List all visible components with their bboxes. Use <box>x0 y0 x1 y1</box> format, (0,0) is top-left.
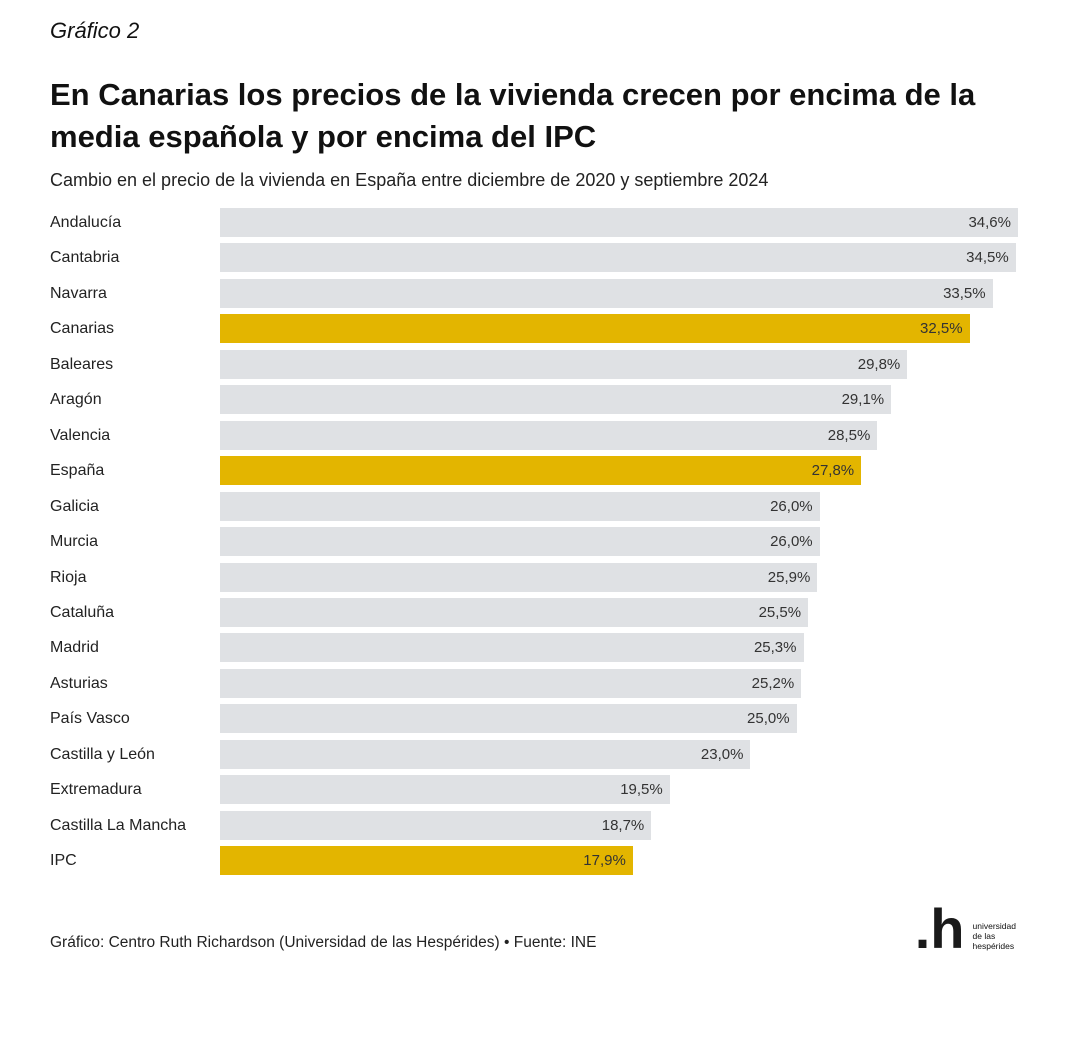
category-label: Andalucía <box>50 214 122 231</box>
bar <box>220 633 804 663</box>
logo-line: de las <box>972 931 996 942</box>
category-label: Castilla y León <box>50 745 155 763</box>
chart-source: Gráfico: Centro Ruth Richardson (Univers… <box>50 934 597 952</box>
bar <box>220 704 797 734</box>
value-label: 25,2% <box>751 674 795 692</box>
bar <box>220 385 892 415</box>
bar <box>220 527 820 557</box>
bar <box>220 278 993 308</box>
bar-highlighted <box>220 314 970 344</box>
bar <box>220 208 1018 237</box>
category-label: IPC <box>50 852 77 870</box>
bar-highlighted <box>220 456 862 486</box>
bar <box>220 668 802 698</box>
value-label: 25,5% <box>758 603 802 621</box>
value-label: 23,0% <box>700 745 744 763</box>
logo-text: universidad de las hespérides <box>973 921 1016 953</box>
chart-title: En Canarias los precios de la vivienda c… <box>50 77 976 154</box>
value-label: 29,8% <box>857 355 901 373</box>
value-label: 29,1% <box>841 391 885 409</box>
chart-subtitle: Cambio en el precio de la vivienda en Es… <box>50 170 769 190</box>
category-label: País Vasco <box>50 710 130 728</box>
category-label: Cataluña <box>50 603 115 621</box>
value-label: 25,9% <box>767 568 811 586</box>
logo-line: hespérides <box>972 941 1015 952</box>
value-label: 27,8% <box>811 462 855 480</box>
bar <box>220 775 670 805</box>
value-label: 34,6% <box>968 214 1011 231</box>
value-label: 17,9% <box>583 852 626 870</box>
bar <box>220 349 908 379</box>
bar-highlighted <box>220 846 633 876</box>
value-label: 26,0% <box>770 497 813 515</box>
bar <box>220 420 878 450</box>
logo-line: universidad <box>972 921 1016 932</box>
value-label: 25,3% <box>753 639 797 657</box>
value-label: 19,5% <box>620 781 663 799</box>
value-label: 28,5% <box>827 426 871 444</box>
chart-kicker: Gráfico 2 <box>50 18 140 43</box>
category-label: España <box>50 462 105 480</box>
category-label: Canarias <box>50 320 115 338</box>
category-label: Cantabria <box>50 249 120 267</box>
logo-mark: .h <box>914 897 965 961</box>
category-label: Baleares <box>50 355 114 373</box>
value-label: 18,7% <box>601 816 645 834</box>
chart-footer: Gráfico: Centro Ruth Richardson (Univers… <box>0 875 1066 993</box>
category-label: Murcia <box>50 533 99 551</box>
chart-header: Gráfico 2 En Canarias los precios de la … <box>0 0 1066 192</box>
value-label: 33,5% <box>943 284 986 302</box>
category-label: Navarra <box>50 284 107 302</box>
category-label: Castilla La Mancha <box>50 816 187 834</box>
value-label: 25,0% <box>747 710 790 728</box>
bar <box>220 739 751 769</box>
value-label: 32,5% <box>920 320 963 338</box>
category-label: Galicia <box>50 497 99 515</box>
category-label: Rioja <box>50 568 87 586</box>
category-label: Valencia <box>50 426 111 444</box>
value-label: 34,5% <box>966 249 1009 267</box>
bar <box>220 491 820 521</box>
category-label: Asturias <box>50 674 108 692</box>
category-label: Madrid <box>50 639 99 657</box>
bar <box>220 810 652 840</box>
bar <box>220 562 818 592</box>
bar-chart: Andalucía 34,6% Cantabria 34,5% Navarra 33,5%… <box>0 208 1066 876</box>
bar <box>220 597 809 627</box>
value-label: 26,0% <box>770 533 813 551</box>
category-label: Aragón <box>50 391 102 409</box>
bar <box>220 243 1016 273</box>
category-label: Extremadura <box>50 781 142 799</box>
university-logo: .h universidad de las hespérides <box>914 897 1016 961</box>
